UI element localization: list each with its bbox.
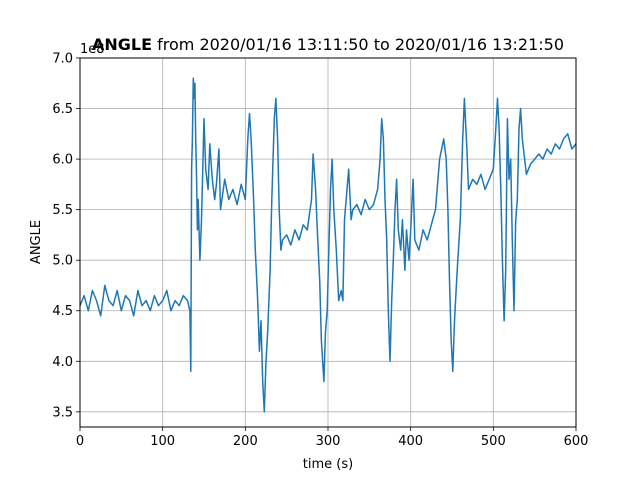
y-tick-label: 7.0 [52, 52, 73, 67]
x-tick-label: 100 [150, 434, 175, 449]
y-tick-label: 5.5 [52, 203, 73, 218]
y-offset-text: 1e8 [80, 42, 105, 57]
x-tick-label: 400 [398, 434, 423, 449]
x-tick-label: 500 [481, 434, 506, 449]
y-axis-label: ANGLE [29, 220, 44, 264]
x-tick-label: 200 [233, 434, 258, 449]
x-tick-label: 0 [76, 434, 84, 449]
x-axis-label: time (s) [303, 457, 353, 472]
series-line [79, 77, 577, 413]
y-tick-label: 4.5 [52, 304, 73, 319]
y-tick-label: 6.5 [52, 102, 73, 117]
title-rest: from 2020/01/16 13:11:50 to 2020/01/16 1… [152, 35, 564, 54]
ticks: 0 100 200 300 400 500 600 3.5 4.0 4.5 5.0 5.5 6.0 6.5… [52, 52, 588, 450]
y-tick-label: 5.0 [52, 254, 73, 269]
title-bold: ANGLE [92, 35, 152, 54]
y-tick-label: 3.5 [52, 405, 73, 420]
y-tick-label: 4.0 [52, 355, 73, 370]
y-tick-label: 6.0 [52, 153, 73, 168]
x-tick-label: 600 [564, 434, 589, 449]
chart-title: ANGLE from 2020/01/16 13:11:50 to 2020/0… [92, 35, 564, 54]
plot-area [79, 77, 577, 413]
x-tick-label: 300 [316, 434, 341, 449]
